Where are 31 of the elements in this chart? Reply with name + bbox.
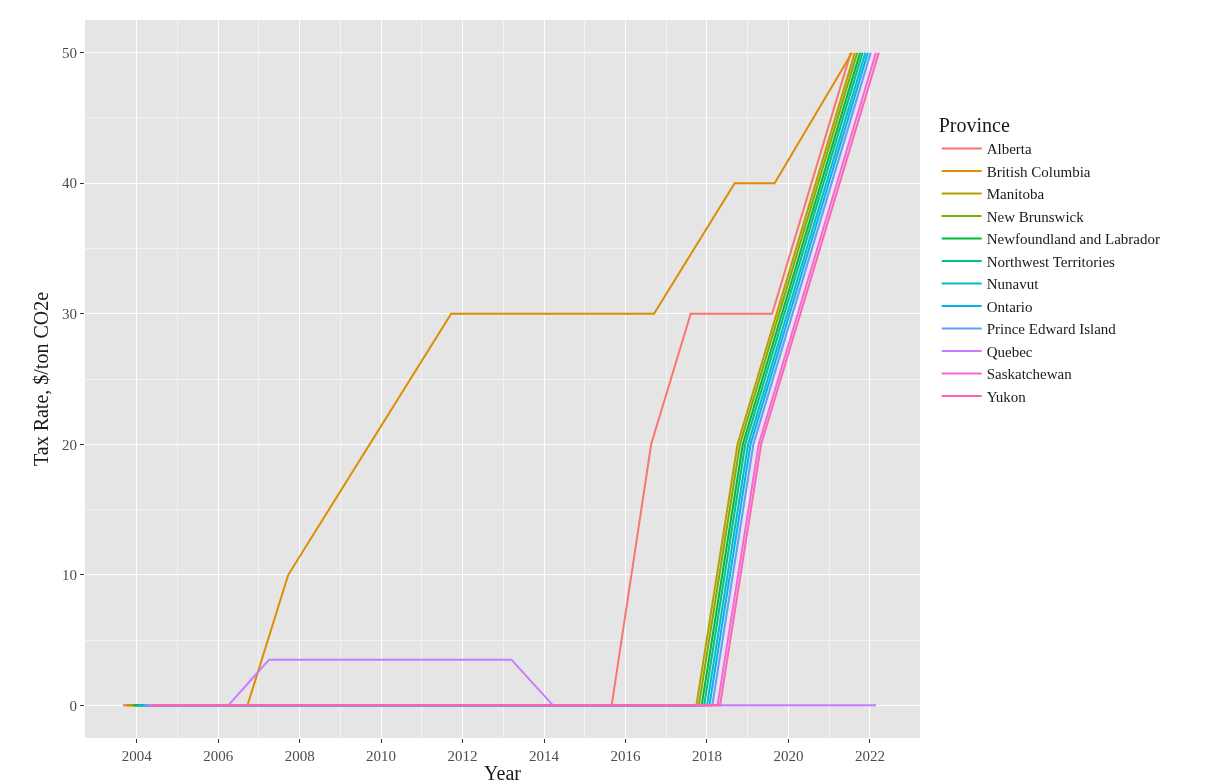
x-tick-label: 2020 [773,748,804,764]
legend-label: Northwest Territories [986,253,1116,270]
x-tick-label: 2014 [529,748,560,764]
legend-title: Province [938,114,1010,137]
y-tick-label: 50 [62,44,77,61]
legend-label: Manitoba [986,186,1045,203]
x-tick-label: 2012 [447,748,478,764]
y-tick-label: 30 [62,305,77,322]
x-tick-label: 2022 [854,748,885,764]
legend-label: Yukon [986,388,1027,405]
legend-label: Alberta [986,141,1033,158]
legend-label: Nunavut [986,276,1040,293]
y-tick-label: 40 [62,175,77,192]
x-axis-title: Year [484,762,522,784]
y-tick-label: 20 [62,436,77,453]
x-tick-label: 2008 [284,748,315,764]
y-tick-label: 0 [69,697,77,714]
x-tick-label: 2004 [121,748,153,764]
x-tick-label: 2018 [691,748,722,764]
x-tick-label: 2006 [203,748,234,764]
x-tick-label: 2010 [366,748,397,764]
legend-label: New Brunswick [986,208,1085,225]
legend-label: Saskatchewan [986,366,1073,383]
y-axis-title: Tax Rate, $/ton CO2e [29,291,52,467]
legend-label: British Columbia [986,163,1091,180]
x-tick-label: 2016 [610,748,642,764]
legend-label: Newfoundland and Labrador [986,231,1160,248]
legend-label: Prince Edward Island [986,321,1117,338]
legend-label: Ontario [986,298,1033,315]
y-tick-label: 10 [62,567,77,584]
legend-label: Quebec [986,343,1033,360]
